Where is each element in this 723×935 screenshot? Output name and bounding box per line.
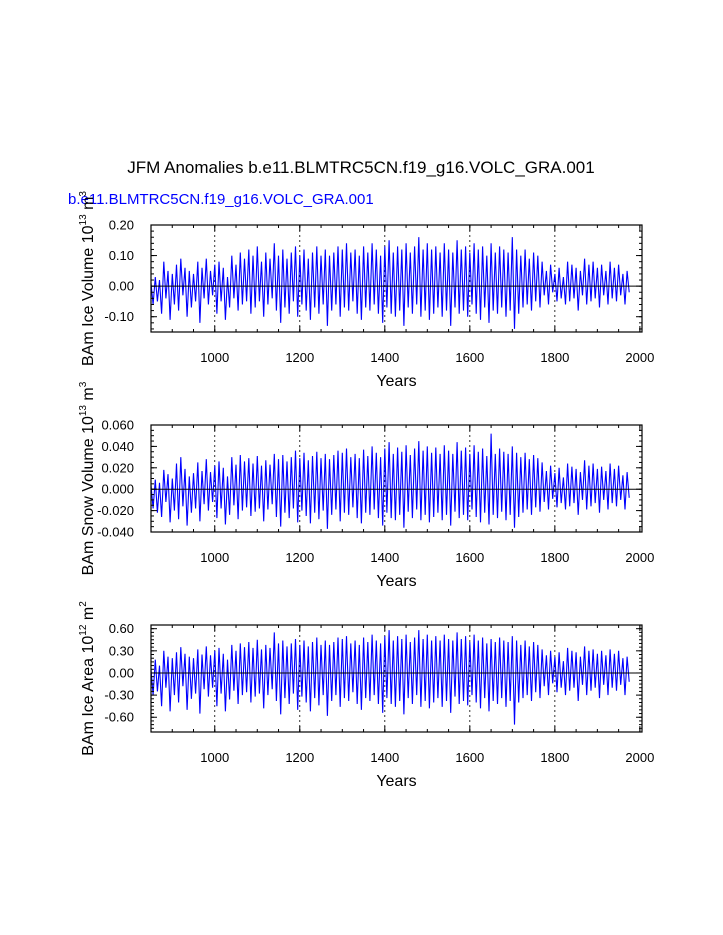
y-axis-label: BAm Ice Volume 1013 m3: [78, 191, 97, 366]
panel-ice-area: 1000 1200 1400 1600 1800 2000 -0.60 -0.30 0.00 0.…: [78, 601, 654, 790]
y-tick-label: 0.60: [109, 621, 134, 636]
y-axis-label-superscript: 3: [78, 191, 89, 197]
y-tick-label: 0.10: [109, 248, 134, 263]
chart-panels: 1000 1200 1400 1600 1800 2000 -0.10 0.00 0.10 0.2…: [78, 191, 654, 790]
y-axis-label-superscript: 3: [78, 381, 89, 387]
y-axis-label-part: m: [80, 387, 97, 405]
panel-ice-volume: 1000 1200 1400 1600 1800 2000 -0.10 0.00 0.10 0.2…: [78, 191, 654, 390]
y-tick-label: 0.000: [101, 482, 134, 497]
y-tick-label: 0.00: [109, 279, 134, 294]
y-axis-label-superscript: 13: [78, 405, 89, 417]
y-tick-label: 0.00: [109, 665, 134, 680]
y-axis-label-part: BAm Ice Area 10: [80, 636, 97, 756]
plot-frame: [150, 224, 643, 333]
main-title: JFM Anomalies b.e11.BLMTRC5CN.f19_g16.VO…: [127, 158, 594, 177]
x-tick-label: 1000: [200, 750, 229, 765]
panel-snow-volume: 1000 1200 1400 1600 1800 2000 -0.040 -0.020 0.00…: [78, 381, 654, 590]
x-tick-label: 1000: [200, 350, 229, 365]
plot-frame: [150, 624, 643, 733]
y-tick-label: 0.040: [101, 439, 134, 454]
y-axis-label: BAm Ice Area 1012 m2: [78, 601, 97, 756]
series-line: [151, 433, 630, 529]
x-tick-label: 2000: [625, 550, 654, 565]
y-tick-label: 0.20: [109, 218, 134, 233]
x-tick-label: 1400: [370, 750, 399, 765]
x-tick-label: 1800: [540, 750, 569, 765]
y-axis-label-superscript: 2: [78, 601, 89, 607]
series-line: [151, 237, 630, 329]
x-tick-label: 1200: [285, 350, 314, 365]
y-axis-label-superscript: 13: [78, 214, 89, 226]
x-tick-label: 1600: [455, 550, 484, 565]
run-label: b.e11.BLMTRC5CN.f19_g16.VOLC_GRA.001: [68, 191, 374, 208]
x-tick-label: 1400: [370, 350, 399, 365]
x-tick-label: 1400: [370, 550, 399, 565]
y-axis-label: BAm Snow Volume 1013 m3: [78, 381, 97, 575]
y-axis-label-superscript: 12: [78, 624, 89, 636]
y-tick-label: -0.10: [104, 309, 134, 324]
y-axis-label-part: m: [80, 607, 97, 625]
x-axis-label: Years: [376, 573, 416, 590]
x-tick-label: 1200: [285, 750, 314, 765]
x-tick-label: 1000: [200, 550, 229, 565]
x-tick-label: 2000: [625, 350, 654, 365]
y-tick-label: 0.060: [101, 418, 134, 433]
x-tick-label: 1600: [455, 750, 484, 765]
y-axis-label-part: BAm Ice Volume 10: [80, 225, 97, 366]
x-tick-label: 1200: [285, 550, 314, 565]
x-axis-label: Years: [376, 373, 416, 390]
y-tick-label: -0.040: [97, 525, 134, 540]
y-tick-label: 0.30: [109, 643, 134, 658]
x-tick-label: 1600: [455, 350, 484, 365]
x-axis-label: Years: [376, 773, 416, 790]
y-tick-label: -0.60: [104, 710, 134, 725]
y-axis-label-part: BAm Snow Volume 10: [80, 416, 97, 575]
y-tick-label: -0.30: [104, 688, 134, 703]
x-tick-label: 1800: [540, 350, 569, 365]
y-tick-label: -0.020: [97, 503, 134, 518]
y-axis-label-part: m: [80, 197, 97, 215]
y-tick-label: 0.020: [101, 460, 134, 475]
x-tick-label: 2000: [625, 750, 654, 765]
x-tick-label: 1800: [540, 550, 569, 565]
